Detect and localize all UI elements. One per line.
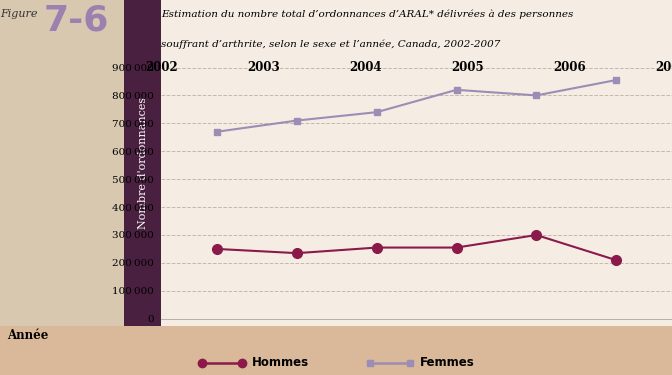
Text: Hommes: Hommes [252,356,309,369]
Text: 2003: 2003 [247,61,280,74]
Text: 2002: 2002 [145,61,177,74]
Text: Figure: Figure [0,9,38,20]
Text: 2004: 2004 [349,61,382,74]
Text: 2006: 2006 [554,61,586,74]
Text: souffrant d’arthrite, selon le sexe et l’année, Canada, 2002-2007: souffrant d’arthrite, selon le sexe et l… [161,39,501,49]
Text: 7-6: 7-6 [44,4,109,38]
Text: 2007: 2007 [656,61,672,74]
Text: Estimation du nombre total d’ordonnances d’ARAL* délivrées à des personnes: Estimation du nombre total d’ordonnances… [161,9,574,19]
Text: Femmes: Femmes [420,356,474,369]
Text: 2005: 2005 [452,61,484,74]
Text: Nombre d'ordonnances: Nombre d'ordonnances [138,97,148,229]
Text: Année: Année [7,328,48,342]
